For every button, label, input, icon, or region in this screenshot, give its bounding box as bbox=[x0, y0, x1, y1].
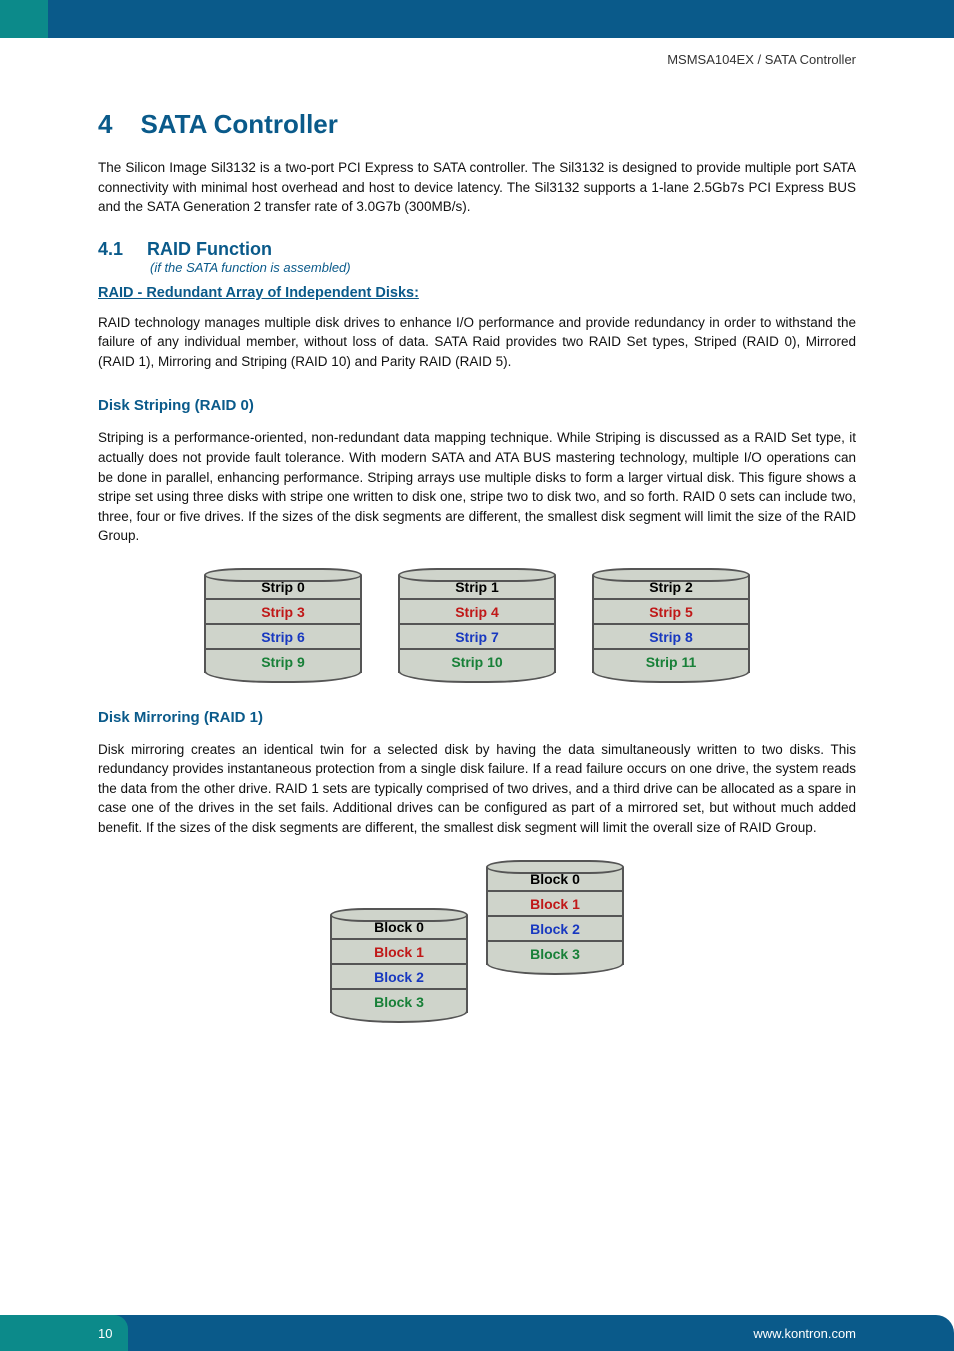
disk-strip: Block 3 bbox=[332, 990, 466, 1013]
header-breadcrumb: MSMSA104EX / SATA Controller bbox=[98, 52, 856, 67]
subsection-heading: 4.1 RAID Function bbox=[98, 239, 856, 260]
footer-url: www.kontron.com bbox=[753, 1326, 954, 1341]
top-banner bbox=[0, 0, 954, 38]
raid1-paragraph: Disk mirroring creates an identical twin… bbox=[98, 740, 856, 838]
disk-strip: Strip 7 bbox=[400, 625, 554, 650]
disk-strip: Block 2 bbox=[332, 965, 466, 990]
disk: Strip 0Strip 3Strip 6Strip 9 bbox=[204, 568, 362, 683]
raid0-paragraph: Striping is a performance-oriented, non-… bbox=[98, 428, 856, 545]
raid0-diagram: Strip 0Strip 3Strip 6Strip 9 Strip 1Strip… bbox=[98, 568, 856, 683]
raid-intro-paragraph: RAID technology manages multiple disk dr… bbox=[98, 313, 856, 372]
top-accent bbox=[0, 0, 48, 38]
subsection-title: RAID Function bbox=[147, 239, 272, 260]
disk-strip: Block 3 bbox=[488, 942, 622, 965]
disk-strip: Strip 6 bbox=[206, 625, 360, 650]
raid0-heading: Disk Striping (RAID 0) bbox=[98, 397, 856, 414]
disk-strip: Block 2 bbox=[488, 917, 622, 942]
disk-strip: Block 1 bbox=[332, 940, 466, 965]
disk: Block 0Block 1Block 2Block 3 bbox=[330, 908, 468, 1023]
page-number: 10 bbox=[0, 1315, 128, 1351]
section-intro: The Silicon Image Sil3132 is a two-port … bbox=[98, 158, 856, 217]
raid-acronym-heading: RAID - Redundant Array of Independent Di… bbox=[98, 285, 856, 301]
page-footer: 10 www.kontron.com bbox=[0, 1315, 954, 1351]
section-number: 4 bbox=[98, 109, 112, 140]
subsection-note: (if the SATA function is assembled) bbox=[150, 260, 856, 275]
disk-strip: Strip 4 bbox=[400, 600, 554, 625]
disk: Strip 2Strip 5Strip 8Strip 11 bbox=[592, 568, 750, 683]
disk-strip: Strip 11 bbox=[594, 650, 748, 673]
subsection-number: 4.1 bbox=[98, 239, 123, 260]
raid1-diagram: Block 0Block 1Block 2Block 3 Block 0Bloc… bbox=[98, 860, 856, 1023]
disk-strip: Strip 5 bbox=[594, 600, 748, 625]
disk-strip: Strip 9 bbox=[206, 650, 360, 673]
disk-strip: Block 1 bbox=[488, 892, 622, 917]
page-content: MSMSA104EX / SATA Controller 4 SATA Cont… bbox=[98, 52, 856, 1023]
disk-strip: Strip 3 bbox=[206, 600, 360, 625]
disk: Block 0Block 1Block 2Block 3 bbox=[486, 860, 624, 975]
disk-strip: Strip 8 bbox=[594, 625, 748, 650]
section-title: SATA Controller bbox=[140, 109, 337, 140]
disk: Strip 1Strip 4Strip 7Strip 10 bbox=[398, 568, 556, 683]
disk-strip: Strip 10 bbox=[400, 650, 554, 673]
raid1-heading: Disk Mirroring (RAID 1) bbox=[98, 709, 856, 726]
section-heading: 4 SATA Controller bbox=[98, 109, 856, 140]
